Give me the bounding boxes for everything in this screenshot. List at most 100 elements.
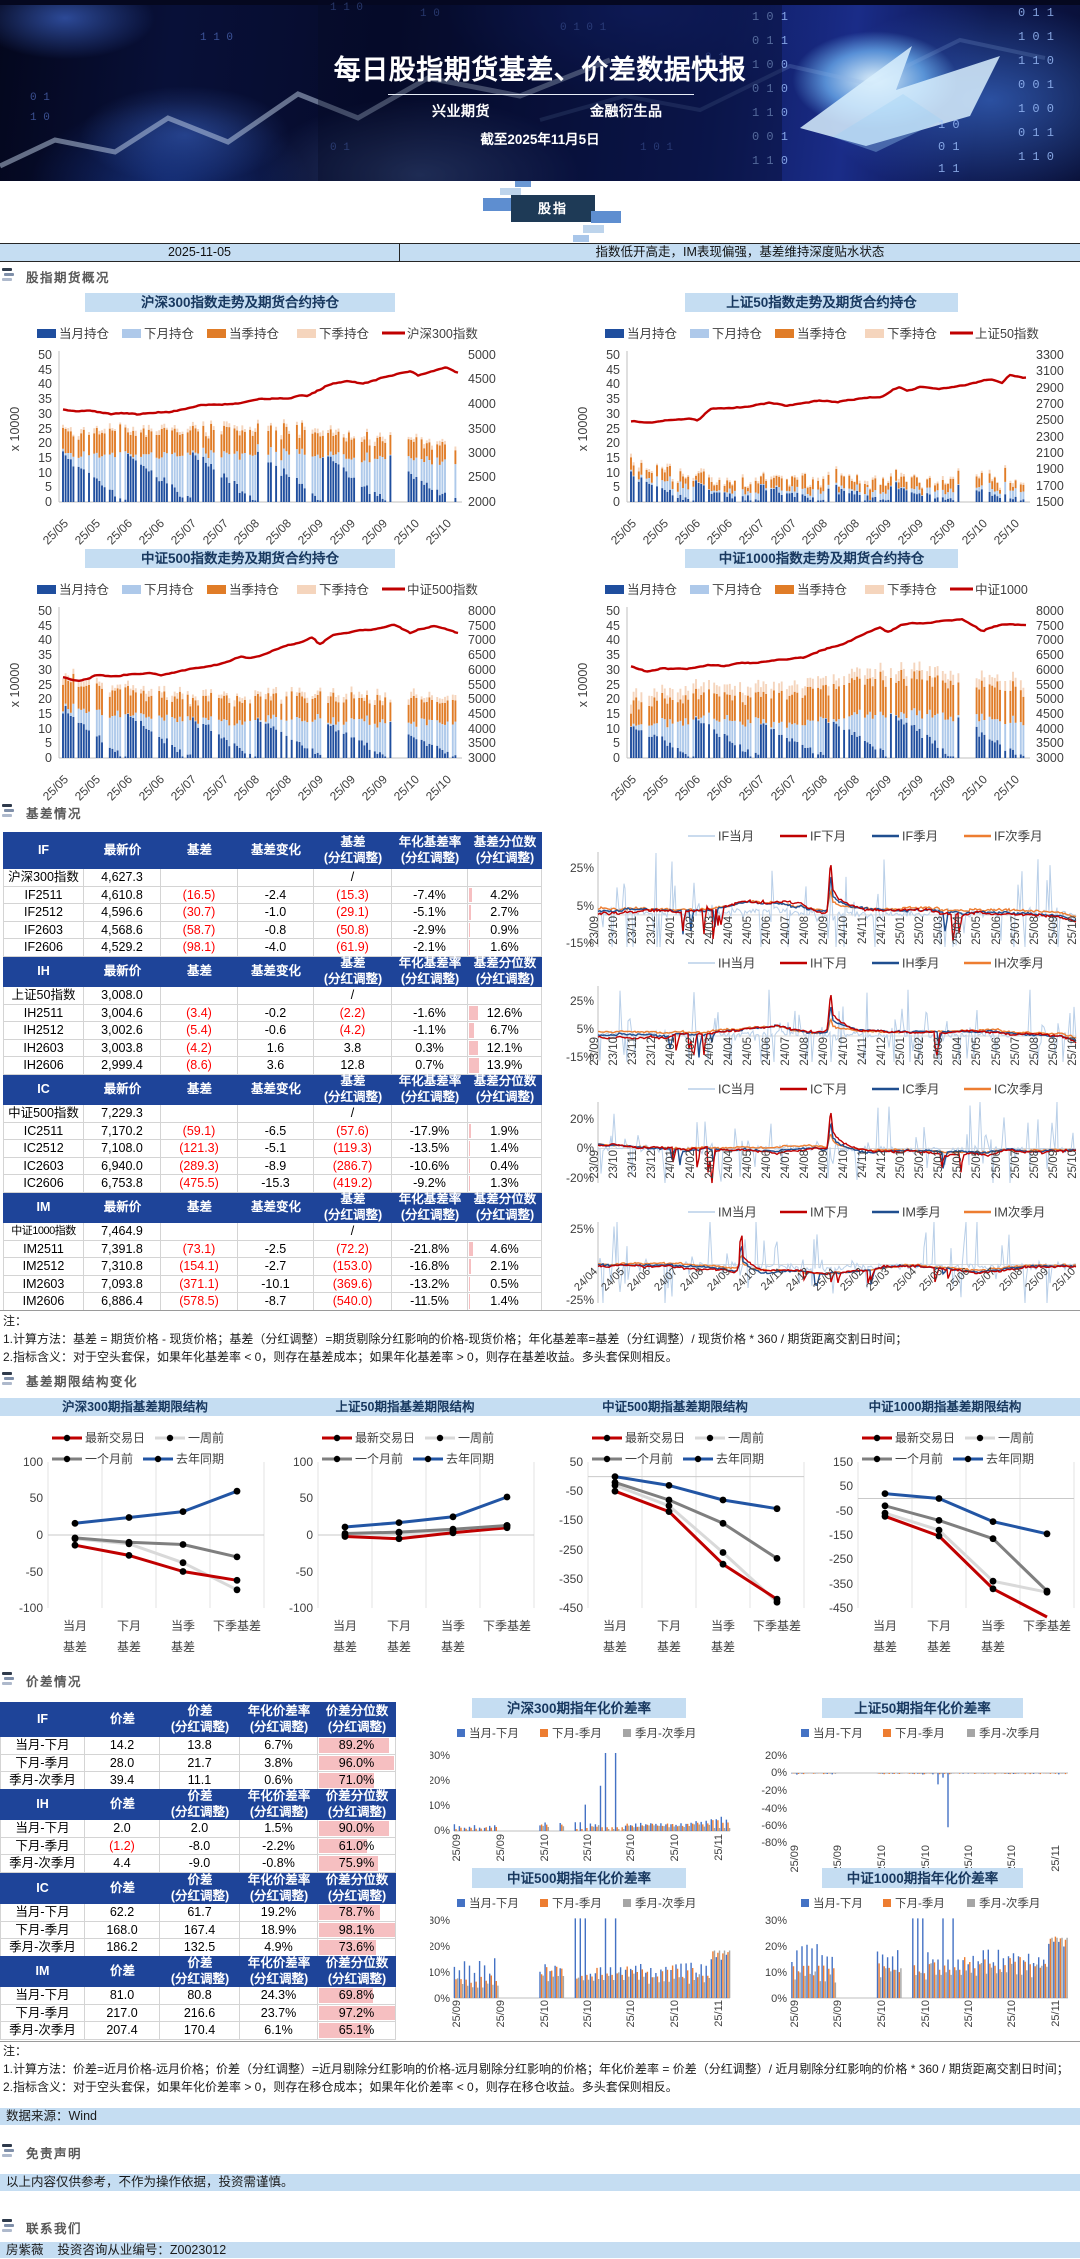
svg-text:25/02: 25/02 xyxy=(914,1037,926,1066)
svg-text:24/07: 24/07 xyxy=(780,1150,792,1179)
svg-text:25/09: 25/09 xyxy=(495,1834,507,1862)
svg-text:基差: 基差 xyxy=(711,1640,735,1654)
svg-text:中证500指数走势及期货合约持仓: 中证500指数走势及期货合约持仓 xyxy=(141,550,340,566)
svg-text:0 0 1: 0 0 1 xyxy=(1018,78,1054,92)
svg-text:中证1000期指年化价差率: 中证1000期指年化价差率 xyxy=(847,1870,999,1886)
svg-text:25/06: 25/06 xyxy=(136,772,167,803)
svg-text:35: 35 xyxy=(38,392,52,406)
svg-text:下月持仓: 下月持仓 xyxy=(712,582,763,597)
svg-text:基差: 基差 xyxy=(441,1640,465,1654)
svg-text:IM下月: IM下月 xyxy=(810,1206,849,1220)
svg-text:50: 50 xyxy=(30,1491,44,1505)
svg-text:IF季月: IF季月 xyxy=(902,830,938,844)
svg-text:基差: 基差 xyxy=(63,1640,87,1654)
svg-text:25: 25 xyxy=(606,422,620,436)
svg-text:当月持仓: 当月持仓 xyxy=(59,582,110,597)
svg-text:23/09: 23/09 xyxy=(589,1150,601,1179)
svg-text:23/11: 23/11 xyxy=(627,1037,639,1065)
svg-text:-100: -100 xyxy=(19,1601,43,1615)
svg-text:25/10: 25/10 xyxy=(669,2000,681,2028)
svg-text:4000: 4000 xyxy=(468,397,496,411)
svg-text:25/09: 25/09 xyxy=(295,772,326,803)
svg-text:15: 15 xyxy=(606,707,620,721)
svg-text:50: 50 xyxy=(38,348,52,362)
svg-text:0%: 0% xyxy=(434,1825,450,1837)
svg-text:25/07: 25/07 xyxy=(736,772,767,803)
svg-text:40: 40 xyxy=(38,633,52,647)
svg-text:24/11: 24/11 xyxy=(857,1037,869,1065)
svg-text:25/04: 25/04 xyxy=(952,915,964,944)
svg-text:0 1: 0 1 xyxy=(30,92,50,104)
svg-text:25/09: 25/09 xyxy=(451,2000,463,2028)
svg-text:25/10: 25/10 xyxy=(1067,1150,1079,1179)
svg-text:25/10: 25/10 xyxy=(1006,2000,1018,2028)
svg-text:-350: -350 xyxy=(829,1577,853,1591)
svg-text:25/05: 25/05 xyxy=(608,772,639,803)
svg-text:25/06: 25/06 xyxy=(991,1037,1003,1066)
svg-text:30%: 30% xyxy=(430,1750,450,1762)
svg-text:1 1: 1 1 xyxy=(938,162,960,176)
svg-text:24/04: 24/04 xyxy=(723,915,735,944)
svg-text:25/11: 25/11 xyxy=(1050,2000,1062,2027)
svg-text:去年同期: 去年同期 xyxy=(176,1452,224,1466)
svg-text:基差: 基差 xyxy=(603,1640,627,1654)
svg-text:25/11: 25/11 xyxy=(713,2000,725,2027)
svg-text:25/10: 25/10 xyxy=(963,1845,975,1873)
svg-text:季月-次季月: 季月-次季月 xyxy=(979,1726,1040,1740)
svg-text:1900: 1900 xyxy=(1036,462,1064,476)
svg-text:23/09: 23/09 xyxy=(589,1037,601,1066)
svg-text:30: 30 xyxy=(606,663,620,677)
svg-text:23/10: 23/10 xyxy=(608,916,620,945)
svg-text:当季: 当季 xyxy=(981,1619,1005,1633)
svg-text:35: 35 xyxy=(606,648,620,662)
svg-text:25/01: 25/01 xyxy=(895,1037,907,1066)
svg-text:25/05: 25/05 xyxy=(40,772,71,803)
svg-text:45: 45 xyxy=(38,363,52,377)
svg-text:6500: 6500 xyxy=(468,648,496,662)
svg-text:24/10: 24/10 xyxy=(838,1037,850,1066)
svg-text:24/09: 24/09 xyxy=(818,1150,830,1179)
svg-text:25/10: 25/10 xyxy=(423,772,454,803)
svg-text:下月-季月: 下月-季月 xyxy=(895,1727,945,1740)
svg-text:基差: 基差 xyxy=(657,1640,681,1654)
svg-text:当季持仓: 当季持仓 xyxy=(797,326,848,341)
svg-text:25: 25 xyxy=(38,422,52,436)
svg-text:基差: 基差 xyxy=(333,1640,357,1654)
svg-text:最新交易日: 最新交易日 xyxy=(355,1430,415,1445)
svg-text:IF当月: IF当月 xyxy=(718,830,754,844)
svg-text:24/03: 24/03 xyxy=(704,1150,716,1179)
svg-text:25/07: 25/07 xyxy=(768,772,799,803)
svg-text:7500: 7500 xyxy=(468,619,496,633)
svg-text:IF下月: IF下月 xyxy=(810,830,846,844)
svg-text:6000: 6000 xyxy=(468,663,496,677)
svg-text:5: 5 xyxy=(613,736,620,750)
svg-text:10: 10 xyxy=(38,722,52,736)
svg-text:IH次季月: IH次季月 xyxy=(994,957,1044,971)
svg-text:25/09: 25/09 xyxy=(789,1845,801,1873)
svg-text:24/01: 24/01 xyxy=(665,916,677,945)
svg-text:25/01: 25/01 xyxy=(895,1150,907,1179)
svg-text:25/08: 25/08 xyxy=(231,772,262,803)
svg-text:0: 0 xyxy=(45,495,52,509)
svg-text:25/10: 25/10 xyxy=(1006,1845,1018,1873)
svg-text:24/09: 24/09 xyxy=(818,1037,830,1066)
svg-text:下月-季月: 下月-季月 xyxy=(895,1897,945,1910)
svg-text:0 1 1: 0 1 1 xyxy=(1018,126,1054,140)
svg-text:20: 20 xyxy=(38,692,52,706)
svg-text:IC当月: IC当月 xyxy=(718,1083,756,1097)
svg-text:10%: 10% xyxy=(430,1967,450,1979)
svg-text:中证500指数: 中证500指数 xyxy=(407,582,478,597)
svg-text:25/03: 25/03 xyxy=(933,1037,945,1066)
svg-text:20: 20 xyxy=(38,436,52,450)
svg-text:25/10: 25/10 xyxy=(582,2000,594,2028)
svg-text:0 0 1: 0 0 1 xyxy=(752,130,788,144)
svg-text:25/09: 25/09 xyxy=(789,2000,801,2028)
svg-text:1 0 0: 1 0 0 xyxy=(1018,102,1054,116)
svg-text:24/06: 24/06 xyxy=(761,1150,773,1179)
svg-text:25/02: 25/02 xyxy=(914,1150,926,1179)
svg-text:15: 15 xyxy=(606,451,620,465)
svg-text:0: 0 xyxy=(36,1528,43,1542)
svg-text:10: 10 xyxy=(606,466,620,480)
svg-text:100: 100 xyxy=(293,1455,313,1469)
svg-text:25/09: 25/09 xyxy=(1048,916,1060,945)
